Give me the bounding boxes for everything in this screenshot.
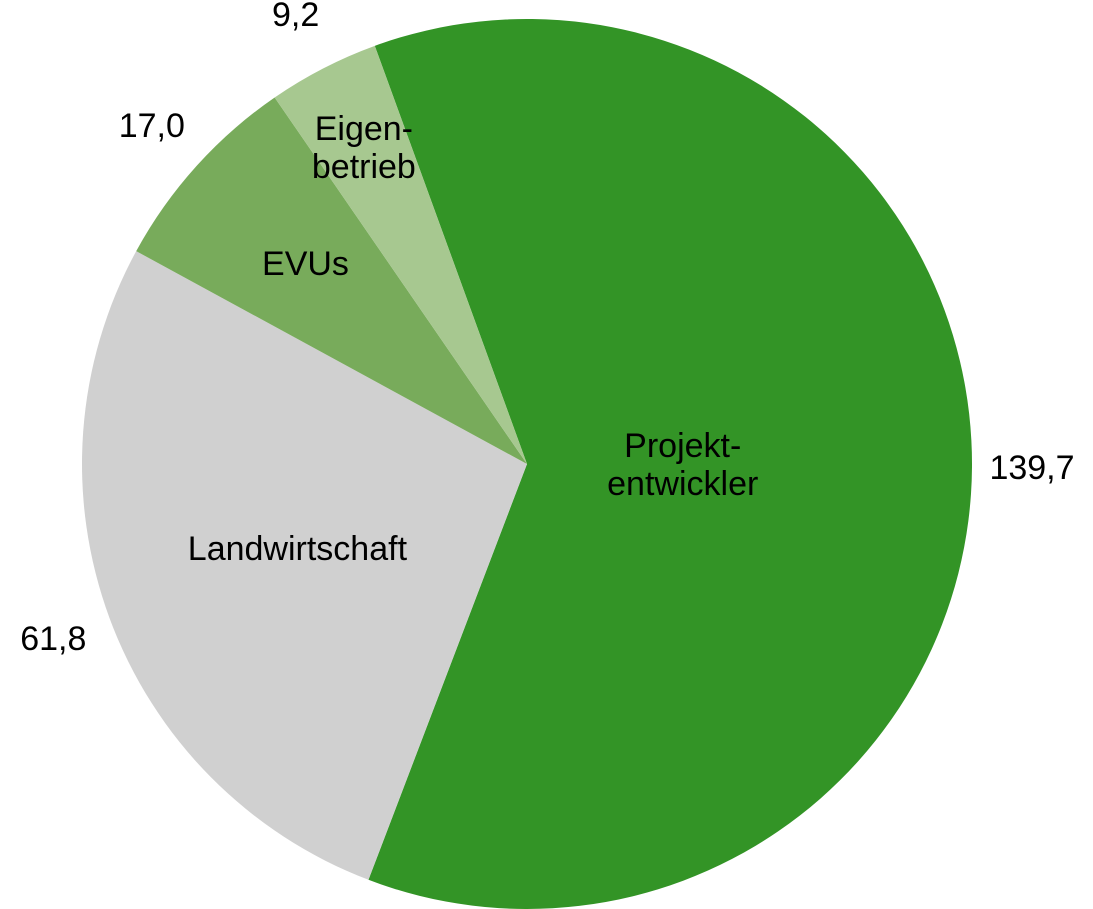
pie-slice (368, 19, 972, 909)
pie-slice (136, 97, 527, 464)
value-label: 139,7 (989, 448, 1075, 487)
slice-label: Landwirtschaft (187, 529, 408, 568)
slice-label: Eigen- betrieb (311, 109, 416, 186)
pie-slice (82, 251, 528, 880)
value-label: 61,8 (20, 620, 87, 658)
slice-label: EVUs (262, 245, 349, 284)
value-label: 17,0 (118, 106, 185, 145)
pie-slice (274, 45, 527, 464)
value-label: 9,2 (271, 0, 320, 35)
slice-label: Projekt- entwickler (607, 427, 759, 504)
